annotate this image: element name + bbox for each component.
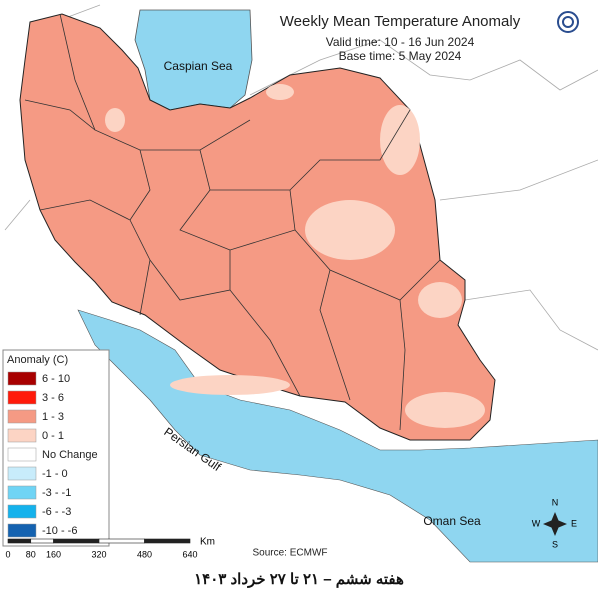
oman-label: Oman Sea [423,514,481,528]
patch [305,200,395,260]
scale-segment [98,538,145,544]
title: Weekly Mean Temperature Anomaly [280,13,521,30]
patch [405,392,485,428]
legend-swatch [7,485,37,500]
footer: هفته ششم – ۲۱ تا ۲۷ خرداد ۱۴۰۳ [194,571,404,588]
legend-label: No Change [42,449,98,461]
iran-anomaly-1-3 [19,13,496,441]
compass-s: S [552,539,558,549]
scale-tick-label: 480 [137,549,152,559]
legend-label: 3 - 6 [42,392,64,404]
legend-label: -6 - -3 [42,506,71,518]
scale-bar: Km 0 80 160 320 480 640 [5,537,215,560]
compass-e: E [571,518,577,528]
compass: N E S W [532,497,577,549]
legend-label: -10 - -6 [42,525,77,537]
legend-swatch [7,428,37,443]
base-time: Base time: 5 May 2024 [339,49,462,63]
scale-segment [53,538,100,544]
legend-label: 1 - 3 [42,411,64,423]
scale-segment [144,538,191,544]
legend-label: -1 - 0 [42,468,68,480]
legend-swatch [7,523,37,538]
scale-tick-label: 160 [46,549,61,559]
province-borders [24,13,441,431]
valid-time: Valid time: 10 - 16 Jun 2024 [326,35,475,49]
legend-label: 0 - 1 [42,430,64,442]
legend-swatch [7,390,37,405]
legend-label: 6 - 10 [42,373,70,385]
caspian-label: Caspian Sea [164,59,233,73]
legend-swatch [7,447,37,462]
scale-tick-label: 0 [5,549,10,559]
legend: Anomaly (C) 6 - 10 3 - 6 1 - 3 0 - 1 No Chan… [2,349,110,547]
patch [418,282,462,318]
scale-tick-label: 320 [91,549,106,559]
scale-tick-label: 640 [182,549,197,559]
anomaly-0-1-areas [105,84,485,428]
patch [170,375,290,395]
compass-rose [543,512,567,536]
patch [380,105,420,175]
scale-tick-label: 80 [26,549,36,559]
legend-label: -3 - -1 [42,487,71,499]
logo [557,11,579,33]
scale-unit: Km [200,537,215,548]
legend-title: Anomaly (C) [7,354,68,366]
source: Source: ECMWF [252,548,327,559]
legend-swatch [7,371,37,386]
scale-segment [30,538,54,544]
legend-swatch [7,409,37,424]
scale-segment [7,538,32,544]
patch [266,84,294,100]
compass-n: N [552,497,559,507]
patch [105,108,125,132]
legend-swatch [7,504,37,519]
legend-swatch [7,466,37,481]
compass-w: W [532,518,541,528]
